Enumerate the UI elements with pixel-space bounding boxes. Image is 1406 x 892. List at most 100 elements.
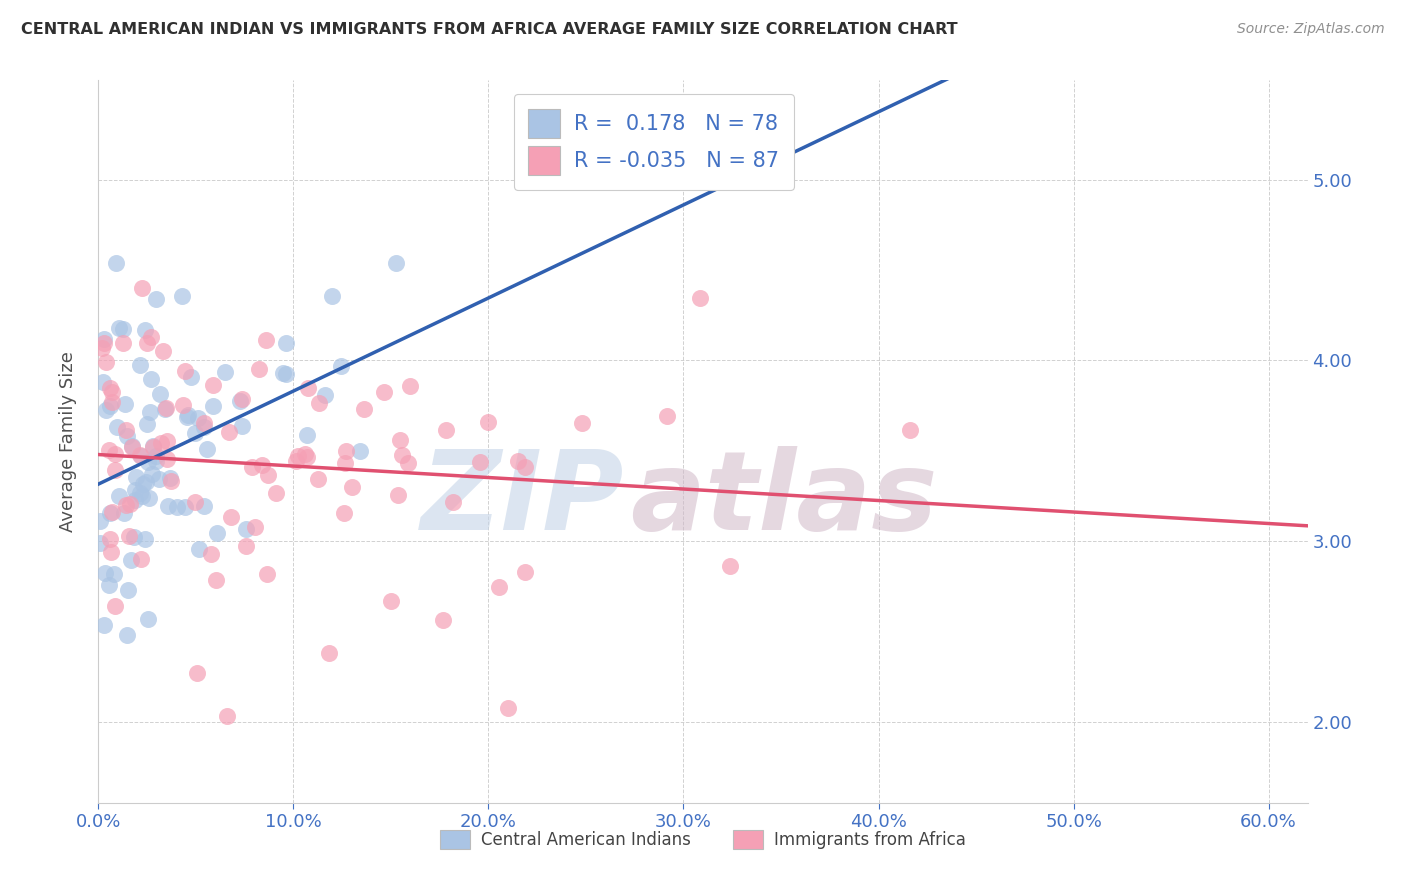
Point (243, 520, 266, 534)
Point (184, 495, 207, 509)
Point (195, 442, 218, 456)
Point (101, 395, 124, 409)
Point (488, 580, 510, 594)
Point (285, 453, 308, 467)
Point (157, 500, 180, 514)
Point (297, 381, 319, 395)
Point (240, 460, 263, 475)
Point (115, 424, 138, 438)
Point (434, 423, 457, 437)
Point (340, 480, 363, 494)
Point (160, 474, 183, 488)
Point (159, 471, 181, 485)
Point (145, 449, 167, 463)
Y-axis label: Average Family Size: Average Family Size (59, 351, 77, 532)
Point (571, 417, 593, 431)
Legend: Central American Indians, Immigrants from Africa: Central American Indians, Immigrants fro… (433, 823, 973, 856)
Point (385, 256, 408, 270)
Point (129, 486, 152, 500)
Point (101, 505, 124, 519)
Point (235, 539, 257, 553)
Point (100, 545, 122, 559)
Point (508, 454, 530, 468)
Point (193, 417, 215, 431)
Point (93, 566, 115, 580)
Point (172, 398, 194, 412)
Point (96, 355, 118, 369)
Point (205, 526, 228, 541)
Point (97, 442, 120, 457)
Point (108, 320, 131, 334)
Point (129, 449, 152, 463)
Point (477, 416, 499, 430)
Point (131, 489, 153, 503)
Point (153, 402, 176, 417)
Point (308, 395, 330, 409)
Point (173, 364, 195, 378)
Point (176, 410, 198, 425)
Point (120, 553, 142, 567)
Point (349, 444, 371, 458)
Point (104, 599, 127, 614)
Point (177, 408, 200, 422)
Point (200, 547, 222, 561)
Point (468, 455, 491, 469)
Point (103, 567, 125, 582)
Point (142, 440, 165, 454)
Point (128, 448, 150, 462)
Point (287, 450, 309, 464)
Point (250, 458, 273, 472)
Point (184, 426, 207, 441)
Point (373, 385, 395, 400)
Point (173, 500, 195, 515)
Point (94, 403, 117, 417)
Point (396, 456, 419, 470)
Point (271, 367, 294, 381)
Point (124, 493, 146, 508)
Point (187, 541, 209, 556)
Point (156, 451, 179, 466)
Point (105, 256, 128, 270)
Point (388, 433, 411, 447)
Point (145, 292, 167, 306)
Point (131, 280, 153, 294)
Point (353, 401, 375, 416)
Point (129, 358, 152, 372)
Point (202, 378, 225, 392)
Point (295, 450, 318, 464)
Point (98, 577, 121, 591)
Point (214, 365, 236, 379)
Point (112, 506, 135, 520)
Point (441, 495, 464, 509)
Point (132, 477, 155, 491)
Point (264, 486, 287, 500)
Point (391, 448, 413, 462)
Point (229, 393, 252, 408)
Point (139, 330, 162, 344)
Point (100, 384, 122, 399)
Point (398, 379, 420, 393)
Point (149, 387, 172, 401)
Point (111, 336, 134, 351)
Point (166, 500, 188, 514)
Point (91, 375, 114, 389)
Point (93, 618, 115, 632)
Point (120, 497, 142, 511)
Point (89, 536, 111, 550)
Point (689, 291, 711, 305)
Text: atlas: atlas (630, 446, 938, 553)
Point (330, 359, 353, 373)
Point (134, 532, 156, 546)
Point (387, 488, 409, 502)
Point (135, 336, 157, 351)
Point (297, 428, 319, 442)
Point (274, 336, 297, 351)
Point (135, 417, 157, 431)
Point (142, 439, 165, 453)
Point (98, 506, 121, 520)
Point (155, 401, 177, 416)
Point (294, 447, 316, 461)
Point (307, 472, 329, 486)
Point (145, 454, 167, 468)
Point (432, 613, 454, 627)
